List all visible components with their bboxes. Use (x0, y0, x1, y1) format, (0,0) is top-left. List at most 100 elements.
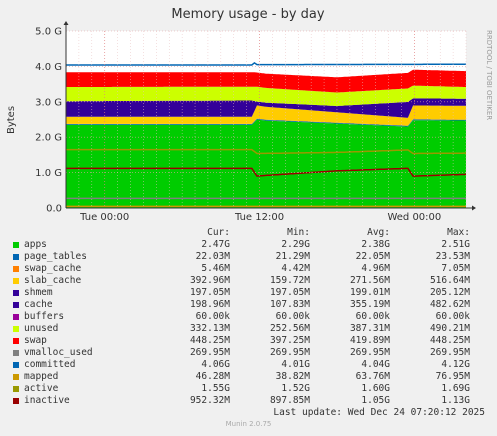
legend-avg: 271.56M (349, 275, 390, 286)
x-tick-label: Tue 00:00 (79, 212, 129, 223)
legend-row-swap_cache: swap_cache 5.46M 4.42M 4.96M 7.05M (10, 263, 470, 275)
legend-swatch (13, 277, 19, 284)
legend-name: apps (24, 239, 47, 250)
legend-cur: 332.13M (189, 323, 230, 334)
legend-swatch (13, 337, 19, 344)
legend-name: active (24, 383, 59, 394)
legend-min: 1.52G (281, 383, 310, 394)
legend-max: 2.51G (441, 239, 470, 250)
area-swap (66, 69, 466, 93)
legend-row-shmem: shmem 197.05M 197.05M 199.01M 205.12M (10, 287, 470, 299)
legend-avg: 419.89M (349, 335, 390, 346)
header-max: Max: (447, 227, 470, 238)
legend-min: 269.95M (269, 347, 310, 358)
legend-max: 516.64M (429, 275, 470, 286)
legend-max: 4.12G (441, 359, 470, 370)
legend-row-mapped: mapped 46.28M 38.82M 63.76M 76.95M (10, 371, 470, 383)
legend-avg: 22.05M (355, 251, 390, 262)
legend-row-slab_cache: slab_cache 392.96M 159.72M 271.56M 516.64M (10, 275, 470, 287)
legend-row-swap: swap 448.25M 397.25M 419.89M 448.25M (10, 335, 470, 347)
legend-max: 490.21M (429, 323, 470, 334)
header-cur: Cur: (207, 227, 230, 238)
legend-max: 482.62M (429, 299, 470, 310)
legend-max: 7.05M (441, 263, 470, 274)
legend-cur: 2.47G (201, 239, 230, 250)
legend-avg: 355.19M (349, 299, 390, 310)
legend-avg: 2.38G (361, 239, 390, 250)
legend-max: 23.53M (435, 251, 470, 262)
line-series (66, 61, 466, 208)
chart-title: Memory usage - by day (171, 7, 324, 22)
legend-row-inactive: inactive 952.32M 897.85M 1.05G 1.13G (10, 395, 470, 407)
legend-cur: 269.95M (189, 347, 230, 358)
header-min: Min: (287, 227, 310, 238)
legend-name: slab_cache (24, 275, 82, 286)
legend-row-page_tables: page_tables 22.03M 21.29M 22.05M 23.53M (10, 251, 470, 263)
legend-avg: 199.01M (349, 287, 390, 298)
legend-row-active: active 1.55G 1.52G 1.60G 1.69G (10, 383, 470, 395)
legend-swatch (13, 385, 19, 392)
legend-header-row: Cur: Min: Avg: Max: (10, 227, 470, 239)
legend-name: mapped (24, 371, 59, 382)
legend-max: 448.25M (429, 335, 470, 346)
legend-row-unused: unused 332.13M 252.56M 387.31M 490.21M (10, 323, 470, 335)
legend-min: 197.05M (269, 287, 310, 298)
legend-swatch (13, 373, 19, 380)
legend-min: 4.01G (281, 359, 310, 370)
area-cache (66, 98, 466, 118)
legend-swatch (13, 301, 19, 308)
area-unused (66, 85, 466, 106)
legend-max: 205.12M (429, 287, 470, 298)
legend-max: 76.95M (435, 371, 470, 382)
line-inactive (66, 167, 466, 177)
legend-avg: 269.95M (349, 347, 390, 358)
legend-avg: 60.00k (355, 311, 390, 322)
legend-swatch (13, 361, 19, 368)
legend-swatch (13, 265, 19, 272)
legend-name: cache (24, 299, 53, 310)
legend-name: page_tables (24, 251, 87, 262)
stacked-areas (66, 69, 466, 208)
legend-swatch (13, 349, 19, 356)
legend-cur: 22.03M (195, 251, 230, 262)
legend-cur: 4.06G (201, 359, 230, 370)
legend-swatch (13, 289, 19, 296)
legend-min: 897.85M (269, 395, 310, 406)
legend-row-buffers: buffers 60.00k 60.00k 60.00k 60.00k (10, 311, 470, 323)
line-committed (66, 61, 466, 66)
y-tick-label: 3.0 G (35, 97, 62, 108)
x-tick-label: Wed 00:00 (387, 212, 441, 223)
legend-max: 60.00k (435, 311, 470, 322)
legend-min: 4.42M (281, 263, 310, 274)
legend-name: swap_cache (24, 263, 82, 274)
legend-swatch (13, 397, 19, 404)
y-tick-label: 4.0 G (35, 62, 62, 73)
legend-cur: 392.96M (189, 275, 230, 286)
legend-swatch (13, 325, 19, 332)
last-update-text: Last update: Wed Dec 24 07:20:12 2025 (273, 407, 485, 418)
legend-cur: 198.96M (189, 299, 230, 310)
legend-swatch (13, 313, 19, 320)
legend-avg: 4.96M (361, 263, 390, 274)
legend-cur: 60.00k (195, 311, 230, 322)
legend-min: 60.00k (275, 311, 310, 322)
legend-table: Cur: Min: Avg: Max: apps 2.47G 2.29G 2.38G 2… (10, 227, 470, 407)
legend-avg: 4.04G (361, 359, 390, 370)
legend-cur: 952.32M (189, 395, 230, 406)
legend-avg: 387.31M (349, 323, 390, 334)
legend-avg: 1.05G (361, 395, 390, 406)
legend-min: 2.29G (281, 239, 310, 250)
legend-row-cache: cache 198.96M 107.83M 355.19M 482.62M (10, 299, 470, 311)
legend-name: vmalloc_used (24, 347, 93, 358)
legend-name: committed (24, 359, 76, 370)
legend-name: unused (24, 323, 59, 334)
legend-min: 159.72M (269, 275, 310, 286)
legend-max: 1.13G (441, 395, 470, 406)
legend-name: shmem (24, 287, 53, 298)
legend-max: 269.95M (429, 347, 470, 358)
legend-row-committed: committed 4.06G 4.01G 4.04G 4.12G (10, 359, 470, 371)
x-tick-label: Tue 12:00 (234, 212, 284, 223)
y-tick-label: 2.0 G (35, 133, 62, 144)
axes: 0.0 1.0 G 2.0 G 3.0 G 4.0 G 5.0 G Tue 00:00 Tue… (35, 21, 476, 223)
legend-swatch (13, 241, 19, 248)
